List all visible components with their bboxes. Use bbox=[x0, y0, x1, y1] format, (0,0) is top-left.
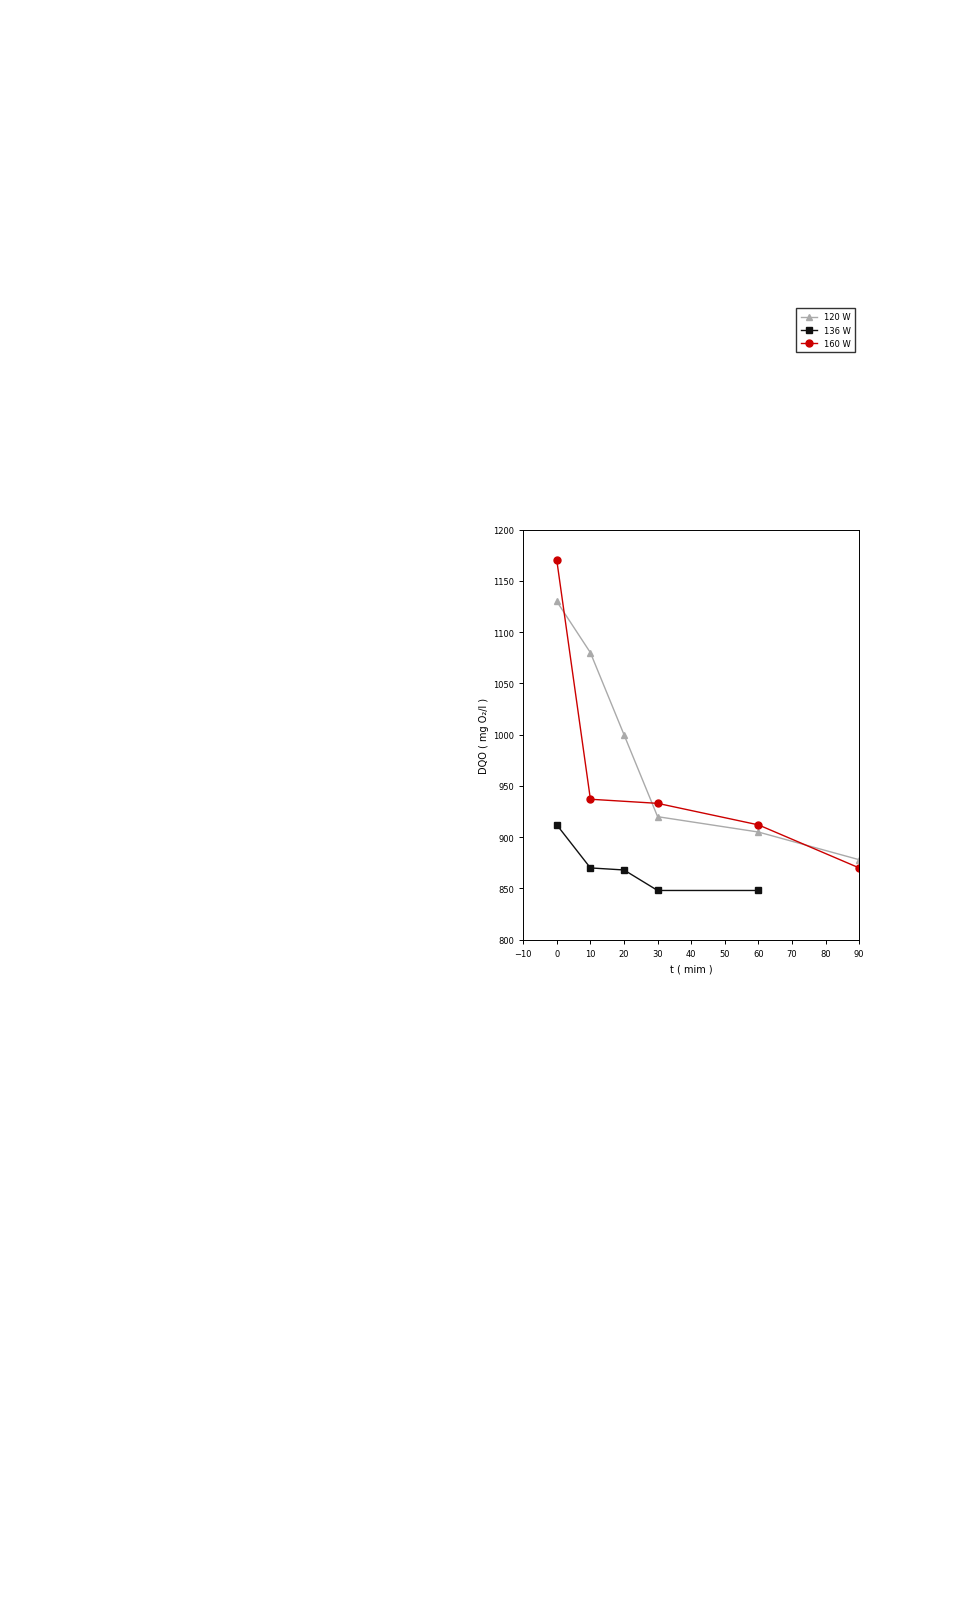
136 W bbox=[753, 881, 764, 900]
160 W bbox=[585, 791, 596, 810]
Y-axis label: DQO ( mg O₂/l ): DQO ( mg O₂/l ) bbox=[479, 697, 489, 773]
160 W bbox=[853, 858, 865, 877]
Line: 160 W: 160 W bbox=[553, 558, 863, 873]
Line: 120 W: 120 W bbox=[553, 598, 863, 863]
136 W bbox=[585, 858, 596, 877]
Legend: 120 W, 136 W, 160 W: 120 W, 136 W, 160 W bbox=[797, 309, 855, 352]
120 W bbox=[853, 850, 865, 869]
120 W bbox=[585, 643, 596, 662]
120 W bbox=[753, 823, 764, 842]
160 W bbox=[551, 551, 563, 570]
136 W bbox=[551, 816, 563, 836]
120 W bbox=[551, 593, 563, 612]
136 W bbox=[618, 861, 630, 881]
160 W bbox=[652, 794, 663, 813]
120 W bbox=[618, 726, 630, 746]
X-axis label: t ( mim ): t ( mim ) bbox=[670, 964, 712, 974]
Line: 136 W: 136 W bbox=[553, 821, 762, 895]
136 W bbox=[652, 881, 663, 900]
120 W bbox=[652, 807, 663, 826]
160 W bbox=[753, 816, 764, 836]
